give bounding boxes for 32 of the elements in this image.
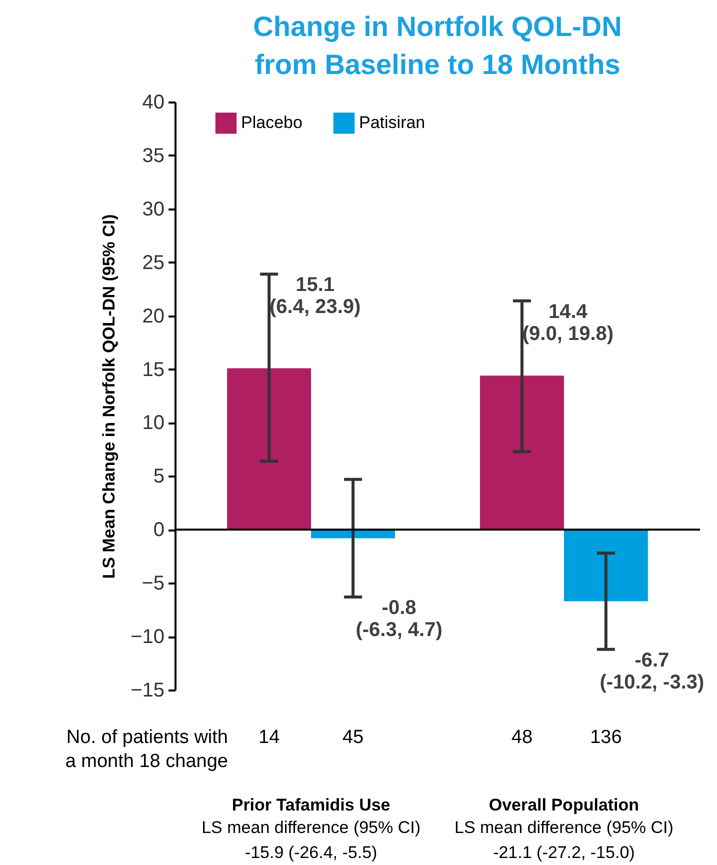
- text: Change in Nortfolk QOL-DN: [253, 11, 622, 42]
- data-label: 15.1 (6.4, 23.9): [269, 274, 361, 318]
- text: 45: [342, 727, 364, 748]
- y-tick-label: 20: [142, 305, 164, 328]
- text: 48: [511, 727, 533, 748]
- y-tick-label: 35: [142, 144, 164, 167]
- y-tick-label: 5: [153, 466, 164, 488]
- text: from Baseline to 18 Months: [254, 49, 620, 80]
- text: LS mean difference (95% CI): [202, 818, 421, 837]
- text: No. of patients with a month 18 change: [65, 727, 228, 772]
- y-tick-label: −5: [142, 572, 164, 595]
- y-tick-label: 30: [142, 198, 164, 220]
- data-label: 14.4 (9.0, 19.8): [522, 300, 614, 345]
- y-tick-label: −10: [130, 626, 164, 648]
- legend-label: Placebo: [241, 113, 302, 132]
- data-label: -6.7 (-10.2, -3.3): [600, 649, 704, 694]
- y-axis-title: LS Mean Change in Norfolk QOL-DN (95% CI): [100, 214, 119, 579]
- x-tick-label: Prior Tafamidis Use: [232, 796, 390, 814]
- x-tick-label: Overall Population: [488, 796, 640, 814]
- text: 14: [258, 727, 280, 748]
- text: -21.1 (-27.2, -15.0): [493, 843, 635, 862]
- y-tick-label: −15: [130, 680, 164, 702]
- text: 136: [590, 727, 622, 748]
- y-tick-label: 0: [153, 519, 164, 542]
- y-tick-label: 25: [142, 252, 164, 274]
- text: -15.9 (-26.4, -5.5): [244, 843, 378, 862]
- legend-label: Patisiran: [359, 113, 426, 132]
- y-tick-label: 15: [142, 358, 164, 381]
- y-tick-label: 10: [142, 412, 164, 434]
- y-tick-label: 40: [142, 92, 164, 114]
- data-label: -0.8 (-6.3, 4.7): [356, 596, 442, 641]
- text: LS mean difference (95% CI): [454, 818, 674, 837]
